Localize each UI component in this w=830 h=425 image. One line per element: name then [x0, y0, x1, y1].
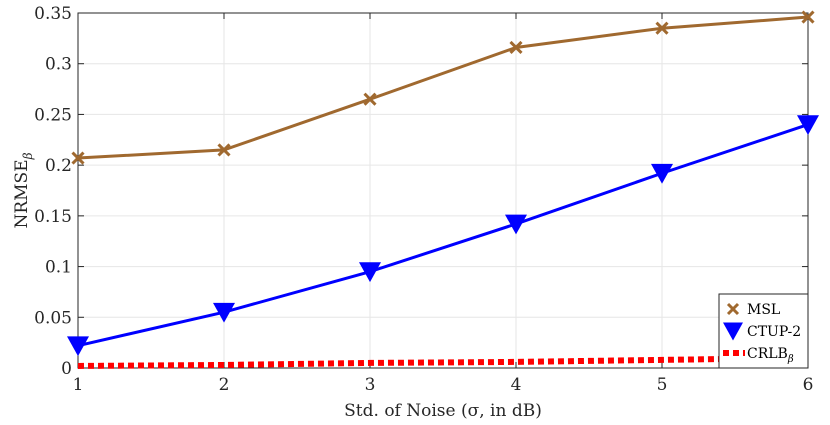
y-tick-label: 0.15 — [34, 207, 72, 227]
x-tick-label: 3 — [365, 375, 376, 395]
data-point — [505, 214, 527, 235]
series-line — [77, 15, 809, 160]
data-point-stroke-b — [217, 143, 231, 157]
data-point-stroke-b — [363, 92, 377, 106]
data-point — [651, 163, 673, 184]
series-line — [77, 123, 809, 348]
plot-frame — [77, 12, 809, 369]
x-axis-label: Std. of Noise (σ, in dB) — [344, 401, 542, 421]
data-point-stroke-b — [71, 151, 85, 165]
x-tick-label: 4 — [511, 375, 522, 395]
legend-label: CRLBβ — [747, 346, 794, 365]
y-tick-label: 0.05 — [34, 308, 72, 328]
series-layer — [67, 10, 819, 369]
data-point — [797, 115, 819, 136]
legend-label: MSL — [747, 302, 780, 318]
y-tick-label: 0.1 — [45, 258, 72, 278]
legend-swatch — [723, 322, 743, 341]
series-ctup-2 — [67, 115, 819, 357]
legend-label-main: CRLB — [747, 346, 788, 362]
x-tick-label: 5 — [657, 375, 668, 395]
data-point — [213, 302, 235, 323]
x-tick-label: 6 — [803, 375, 814, 395]
y-axis-label: NRMSEβ — [12, 152, 35, 228]
legend-label-main: CTUP-2 — [747, 324, 801, 340]
data-point-stroke-b — [509, 40, 523, 55]
series-line — [77, 354, 809, 369]
x-tick-label: 2 — [219, 375, 230, 395]
legend: MSL CTUP-2 CRLBβ — [718, 293, 809, 369]
data-point — [359, 262, 381, 283]
legend-label-subscript: β — [787, 354, 794, 365]
y-tick-label: 0 — [61, 359, 72, 379]
data-point-stroke-b — [801, 10, 815, 24]
x-tick-label: 1 — [73, 375, 84, 395]
y-axis-label-main: NRMSE — [12, 159, 32, 228]
y-tick-label: 0.2 — [45, 156, 72, 176]
series-crlb — [77, 354, 809, 369]
data-point — [67, 336, 89, 357]
series-msl — [71, 10, 815, 165]
legend-label-main: MSL — [747, 302, 780, 318]
axis-ticks: 1 2 3 4 5 6 0 0.05 0.1 0.15 0.2 0.25 0.3 0.35 — [34, 4, 813, 395]
y-tick-label: 0.25 — [34, 105, 72, 125]
y-tick-label: 0.3 — [45, 55, 72, 75]
data-point-stroke-b — [655, 21, 669, 35]
legend-swatch-stroke-b — [726, 302, 740, 316]
y-tick-label: 0.35 — [34, 4, 72, 24]
legend-label: CTUP-2 — [747, 324, 801, 340]
y-axis-label-subscript: β — [21, 152, 35, 160]
